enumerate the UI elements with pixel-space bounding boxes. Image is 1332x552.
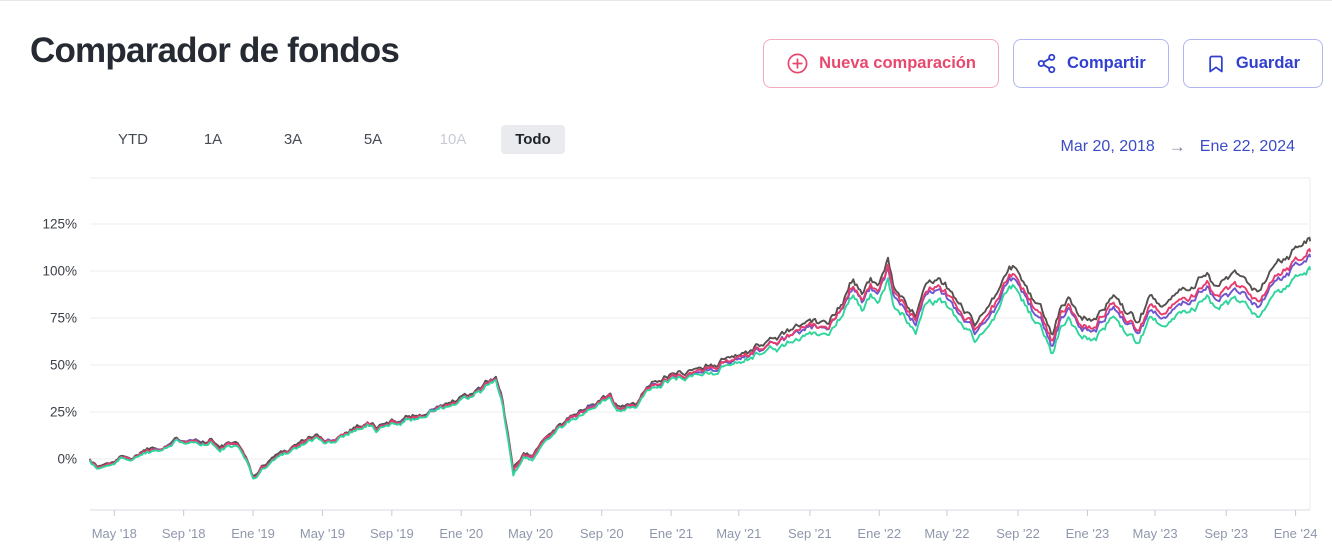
plus-circle-icon (786, 52, 809, 75)
x-tick-label: May '19 (300, 526, 345, 541)
range-tab-label: 10A (439, 131, 467, 148)
comparison-chart: 0% 25% 50% 75% 100% 125% May '18 Sep '18 Ene '19… (42, 177, 1318, 541)
range-tab-label: 1A (203, 131, 223, 148)
y-tick-label: 50% (50, 358, 77, 373)
x-tick-label: Sep '23 (1204, 526, 1248, 541)
range-tab-5a[interactable]: 5A (333, 124, 413, 155)
chart-fund-line-crimson[interactable] (89, 248, 1311, 479)
x-tick-label: Sep '22 (996, 526, 1040, 541)
chart-fund-line-dark-gray[interactable] (89, 236, 1311, 478)
range-tab-10a: 10A (413, 124, 493, 155)
x-tick-label: Ene '19 (231, 526, 275, 541)
y-tick-label: 25% (50, 405, 77, 420)
x-tick-label: Sep '19 (370, 526, 414, 541)
x-tick-label: Ene '21 (649, 526, 693, 541)
x-tick-label: May '21 (716, 526, 761, 541)
y-tick-label: 100% (42, 264, 77, 279)
toolbar: Nueva comparación Compartir Guardar (763, 39, 1323, 88)
x-tick-label: Sep '20 (580, 526, 624, 541)
new-comparison-button[interactable]: Nueva comparación (763, 39, 999, 88)
share-nodes-icon (1036, 53, 1057, 74)
range-tab-ytd[interactable]: YTD (93, 124, 173, 155)
page-title: Comparador de fondos (30, 31, 400, 70)
x-tick-label: Ene '23 (1066, 526, 1110, 541)
x-tick-label: Ene '20 (439, 526, 483, 541)
date-range: Mar 20, 2018 → Ene 22, 2024 (1061, 137, 1295, 157)
date-range-end[interactable]: Ene 22, 2024 (1199, 138, 1295, 155)
date-range-start[interactable]: Mar 20, 2018 (1060, 138, 1155, 155)
x-tick-label: May '22 (924, 526, 969, 541)
y-tick-label: 75% (50, 311, 77, 326)
x-tick-label: May '20 (508, 526, 553, 541)
x-tick-label: May '18 (92, 526, 137, 541)
chart-fund-line-mint-green[interactable] (89, 266, 1311, 480)
bookmark-icon (1206, 54, 1226, 74)
range-tab-label: YTD (118, 131, 148, 148)
arrow-right-icon: → (1168, 137, 1186, 156)
save-button[interactable]: Guardar (1182, 39, 1323, 88)
range-tab-label: 3A (283, 131, 303, 148)
x-tick-label: May '23 (1133, 526, 1178, 541)
range-tab-label: 5A (363, 131, 383, 148)
y-tick-label: 125% (42, 217, 77, 232)
y-tick-label: 0% (57, 452, 77, 467)
x-tick-label: Ene '22 (857, 526, 901, 541)
save-label: Guardar (1235, 54, 1300, 72)
range-tabs: YTD 1A 3A 5A 10A Todo (93, 124, 573, 155)
x-tick-label: Ene '24 (1274, 526, 1318, 541)
share-button[interactable]: Compartir (1012, 39, 1169, 88)
new-comparison-label: Nueva comparación (819, 54, 976, 72)
range-tab-1a[interactable]: 1A (173, 124, 253, 155)
range-tab-3a[interactable]: 3A (253, 124, 333, 155)
x-tick-label: Sep '21 (788, 526, 832, 541)
x-tick-label: Sep '18 (162, 526, 206, 541)
range-tab-todo[interactable]: Todo (493, 124, 573, 155)
share-label: Compartir (1066, 54, 1146, 72)
chart-fund-line-violet[interactable] (89, 253, 1311, 479)
range-tab-label: Todo (501, 125, 565, 154)
